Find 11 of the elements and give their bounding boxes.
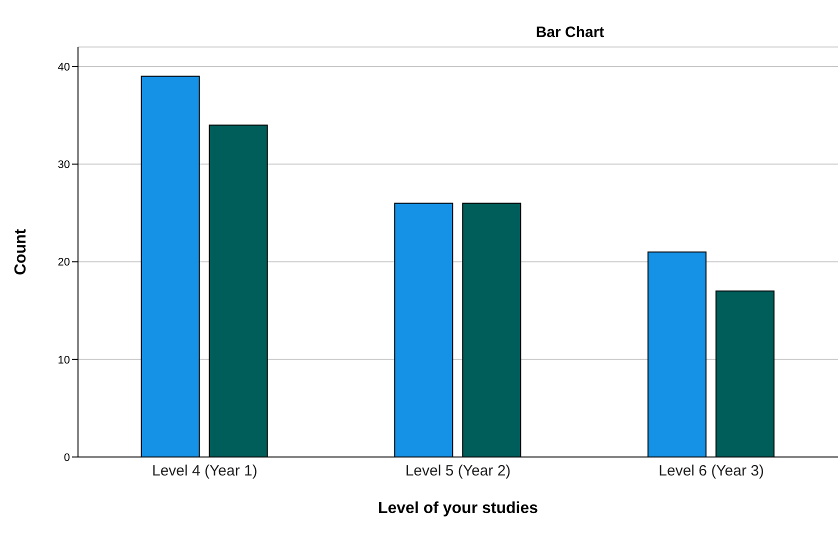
x-tick-label: Level 4 (Year 1) bbox=[152, 462, 258, 480]
y-tick-label: 0 bbox=[64, 452, 70, 464]
x-axis-title: Level of your studies bbox=[378, 500, 538, 517]
y-tick-label: 20 bbox=[58, 256, 70, 269]
y-axis-title: Count bbox=[12, 228, 30, 276]
y-tick-label: 40 bbox=[58, 61, 70, 74]
y-tick-label: 10 bbox=[58, 354, 70, 366]
y-tick-label: 30 bbox=[58, 159, 70, 172]
x-tick-label: Level 5 (Year 2) bbox=[405, 462, 511, 480]
chart-title: Bar Chart bbox=[534, 24, 606, 41]
x-tick-label: Level 6 (Year 3) bbox=[658, 462, 764, 480]
